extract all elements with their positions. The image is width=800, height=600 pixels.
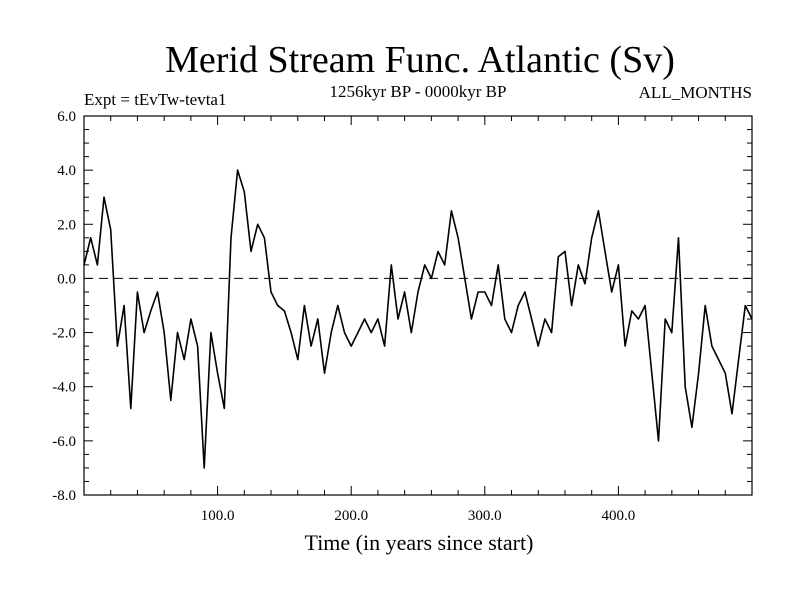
- plot-frame: [83, 115, 753, 496]
- y-tick-label: -2.0: [52, 326, 76, 342]
- series-line-0: [83, 169, 753, 469]
- x-tick-label: 100.0: [201, 508, 235, 524]
- y-tick-label: 6.0: [57, 109, 76, 125]
- y-tick-label: -8.0: [52, 488, 76, 504]
- y-tick-label: -6.0: [52, 434, 76, 450]
- plot-area: 6.0 4.0 2.0 0.0 -2.0 -4.0 -6.0 -8.0 100.0 200.0 30…: [52, 109, 753, 524]
- chart-title: Merid Stream Func. Atlantic (Sv): [165, 39, 675, 81]
- y-tick-label: 0.0: [57, 271, 76, 287]
- y-tick-label: -4.0: [52, 380, 76, 396]
- x-tick-label: 200.0: [334, 508, 368, 524]
- y-tick-label: 4.0: [57, 163, 76, 179]
- experiment-label: Expt = tEvTw-tevta1: [84, 90, 226, 109]
- months-label: ALL_MONTHS: [639, 83, 752, 102]
- x-axis-label: Time (in years since start): [305, 530, 534, 555]
- x-tick-label: 400.0: [602, 508, 636, 524]
- y-tick-label: 2.0: [57, 217, 76, 233]
- time-range-label: 1256kyr BP - 0000kyr BP: [330, 82, 507, 101]
- x-tick-label: 300.0: [468, 508, 502, 524]
